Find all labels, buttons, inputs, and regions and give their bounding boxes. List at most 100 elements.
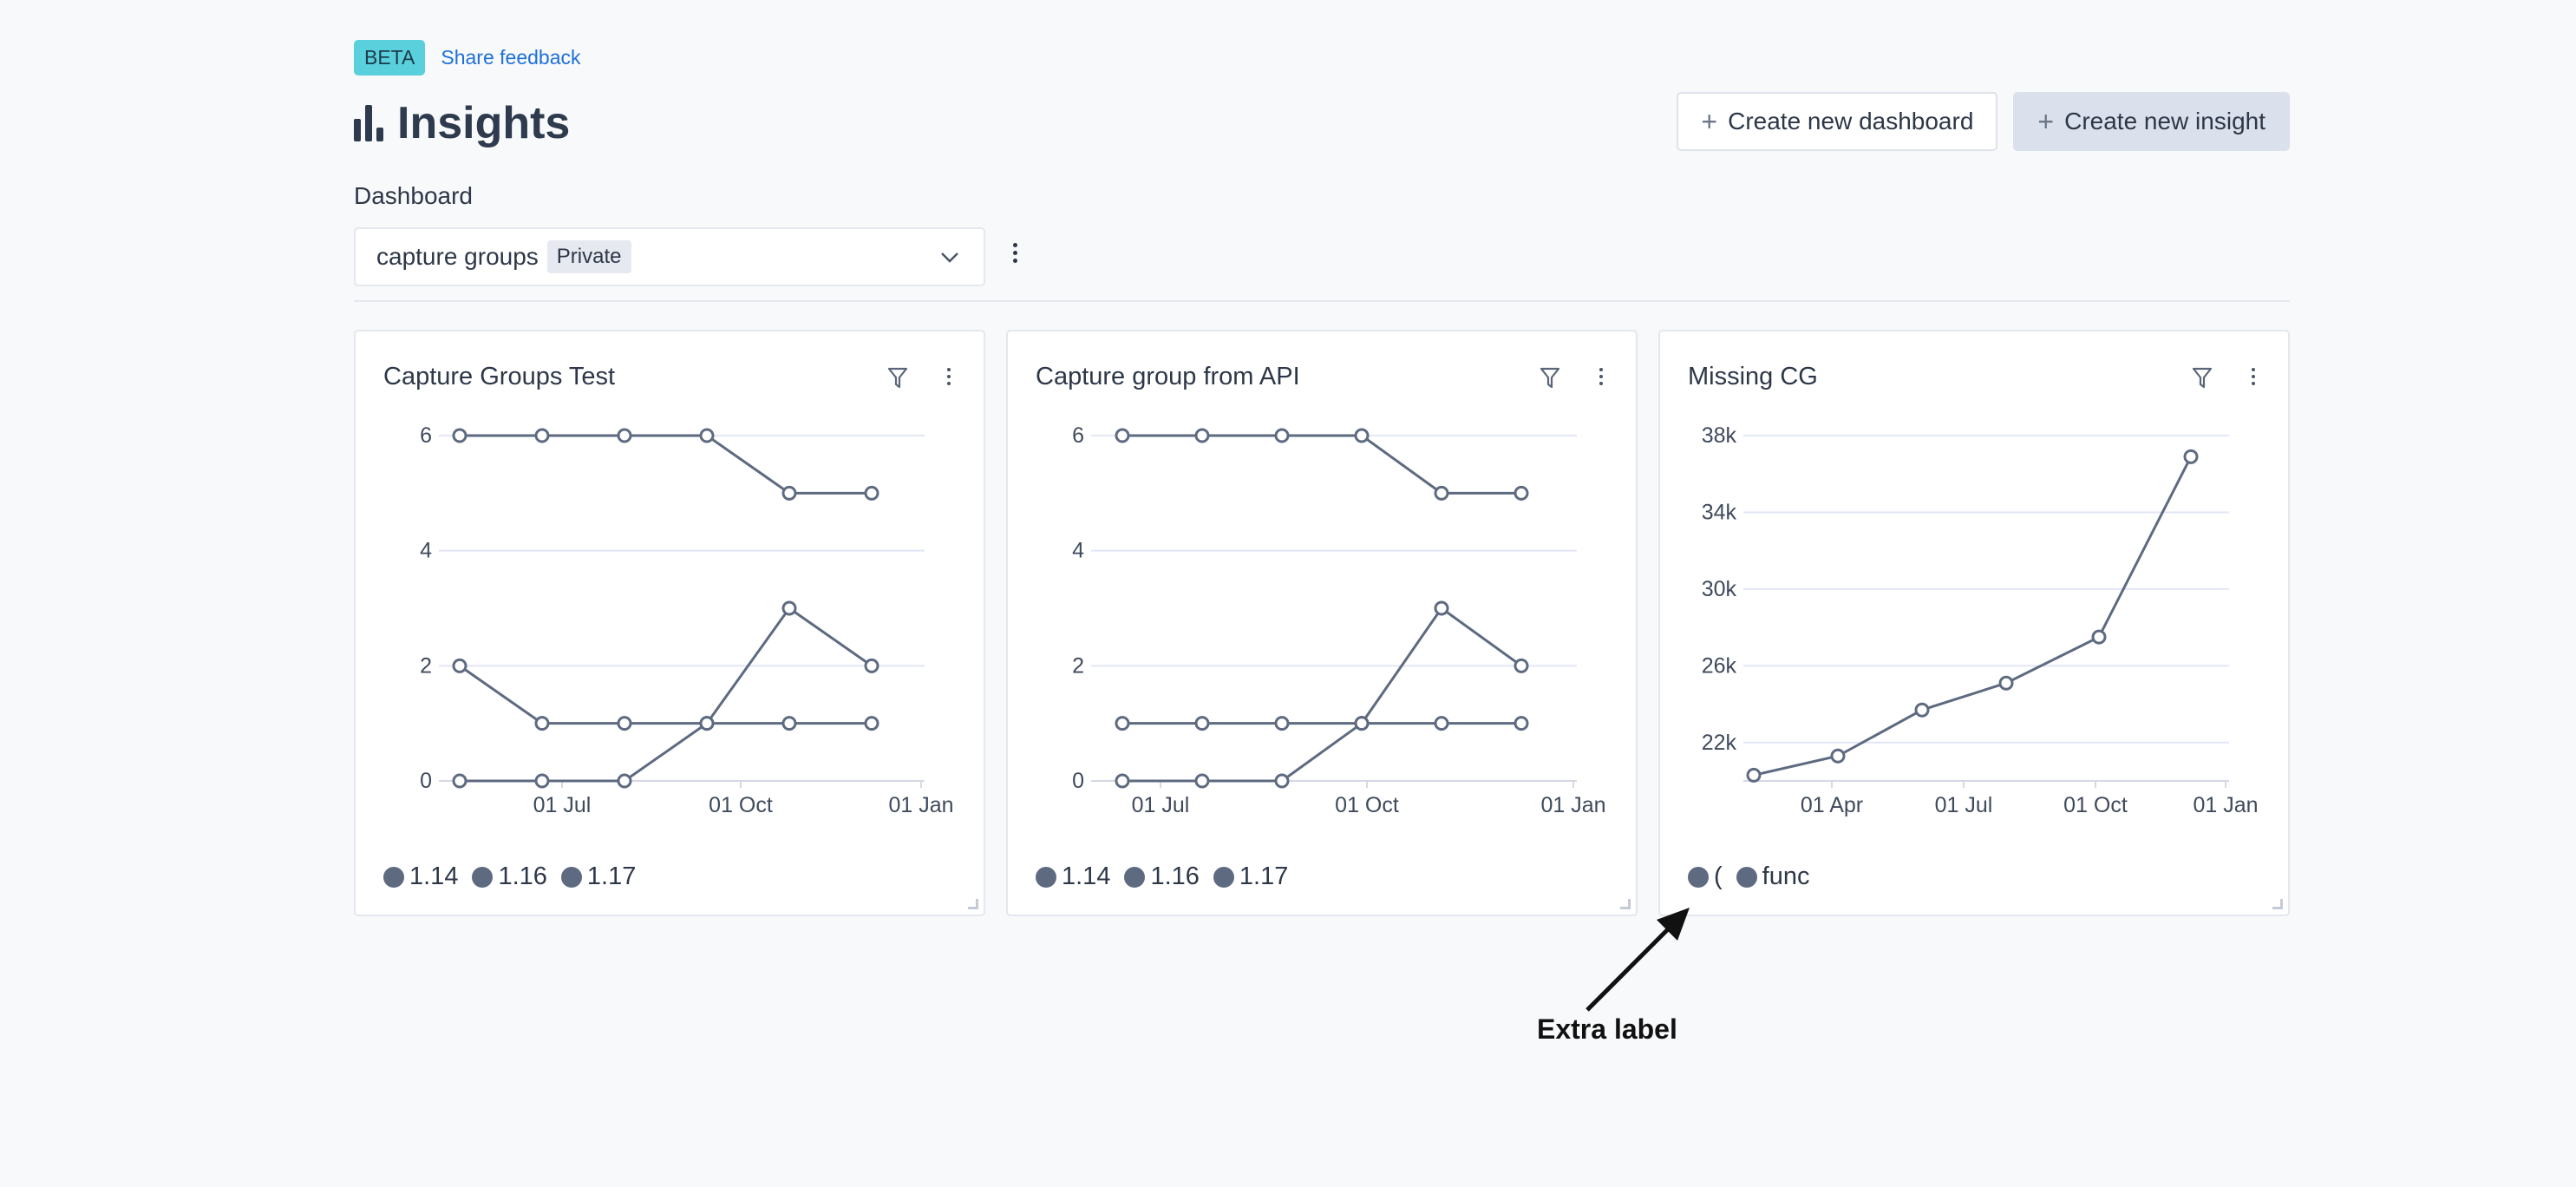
data-point — [2091, 629, 2107, 645]
legend-dot-icon — [472, 866, 494, 888]
title-row: Insights — [354, 97, 570, 149]
create-new-insight-button[interactable]: + Create new insight — [2013, 92, 2290, 151]
legend-label: 1.16 — [1150, 862, 1200, 890]
x-tick-label: 01 Oct — [2063, 793, 2128, 817]
legend-item[interactable]: 1.14 — [1036, 862, 1110, 891]
legend-item[interactable]: 1.17 — [560, 862, 637, 891]
legend-item[interactable]: 1.16 — [472, 862, 547, 891]
data-point — [1274, 428, 1290, 443]
data-point — [1514, 485, 1529, 501]
private-badge: Private — [546, 240, 631, 273]
data-point — [617, 716, 632, 731]
x-tick-label: 01 Oct — [1335, 793, 1399, 817]
data-point — [781, 600, 797, 616]
legend-label: 1.16 — [498, 862, 547, 890]
card-title: Capture group from API — [1036, 363, 1300, 390]
dashboard-more-icon[interactable] — [1013, 243, 1017, 263]
resize-handle[interactable] — [2272, 899, 2283, 909]
data-point — [2183, 449, 2199, 464]
x-tick-label: 01 Jul — [1132, 793, 1190, 817]
data-point — [864, 658, 879, 673]
series-line — [460, 606, 873, 783]
data-point — [699, 716, 715, 731]
data-point — [1194, 428, 1210, 443]
data-point — [781, 716, 797, 731]
data-point — [1514, 716, 1529, 731]
series-line — [459, 665, 872, 725]
legend-item[interactable]: 1.16 — [1124, 862, 1200, 891]
beta-badge: BETA — [354, 40, 426, 75]
x-tick-label: 01 Jan — [2193, 793, 2258, 817]
legend-item[interactable]: 1.17 — [1213, 862, 1288, 891]
dashboard-select[interactable]: capture groups Private — [354, 227, 985, 286]
dashboard-label: Dashboard — [354, 182, 473, 209]
data-point — [1434, 485, 1449, 501]
legend-label: ( — [1714, 862, 1723, 890]
series-line — [1122, 434, 1521, 495]
data-point — [1194, 716, 1210, 731]
resize-handle[interactable] — [968, 899, 978, 909]
legend-label: 1.17 — [586, 862, 637, 890]
data-point — [864, 716, 879, 731]
data-point — [1354, 428, 1370, 443]
data-point — [1115, 716, 1130, 731]
data-point — [1514, 658, 1529, 673]
data-point — [617, 428, 632, 443]
line-chart: 0 2 4 6 01 Jul 01 Oct 01 Jan — [1072, 423, 1605, 817]
legend-item[interactable]: func — [1736, 862, 1810, 891]
chart-legend: ( func — [1688, 862, 1810, 891]
x-tick-label: 01 Jul — [533, 793, 592, 817]
filter-icon[interactable] — [1539, 366, 1561, 390]
data-point — [534, 428, 550, 443]
y-tick-label: 4 — [1072, 539, 1084, 563]
data-point — [534, 716, 550, 731]
chart-legend: 1.14 1.16 1.17 — [383, 862, 636, 891]
create-new-insight-label: Create new insight — [2064, 108, 2265, 134]
legend-item[interactable]: 1.14 — [383, 862, 458, 891]
data-point — [1274, 773, 1290, 789]
legend-dot-icon — [1036, 866, 1056, 888]
share-feedback-link[interactable]: Share feedback — [441, 46, 581, 69]
data-point — [1746, 767, 1762, 783]
plus-icon: + — [1701, 105, 1718, 137]
y-tick-label: 2 — [1072, 653, 1084, 678]
beta-row: BETA Share feedback — [354, 40, 581, 75]
card-title: Missing CG — [1688, 363, 1818, 390]
legend-dot-icon — [1736, 866, 1757, 888]
legend-dot-icon — [560, 866, 582, 888]
data-point — [864, 485, 879, 501]
data-point — [452, 658, 467, 673]
x-tick-label: 01 Apr — [1801, 793, 1863, 817]
annotation-label: Extra label — [1537, 1013, 1677, 1045]
data-point — [781, 485, 797, 501]
legend-item[interactable]: ( — [1688, 862, 1723, 891]
series-line — [1753, 456, 2193, 777]
create-new-dashboard-button[interactable]: + Create new dashboard — [1677, 92, 1998, 151]
card-more-icon[interactable] — [2252, 368, 2255, 385]
data-point — [1434, 716, 1449, 731]
y-tick-label: 30k — [1702, 577, 1737, 601]
legend-label: 1.17 — [1239, 862, 1289, 890]
plus-icon: + — [2037, 105, 2055, 137]
x-tick-label: 01 Oct — [709, 793, 773, 817]
header-actions: + Create new dashboard + Create new insi… — [1677, 92, 2290, 151]
card-more-icon[interactable] — [1599, 368, 1603, 385]
legend-label: func — [1762, 862, 1810, 890]
legend-dot-icon — [1124, 866, 1146, 888]
dashboard-select-value: capture groups — [376, 243, 539, 270]
y-tick-label: 6 — [420, 423, 432, 448]
filter-icon[interactable] — [886, 366, 909, 390]
data-point — [1115, 773, 1130, 789]
resize-handle[interactable] — [1620, 899, 1631, 909]
x-tick-label: 01 Jan — [1540, 793, 1605, 817]
card-more-icon[interactable] — [947, 368, 951, 385]
data-point — [452, 428, 467, 443]
data-point — [1914, 702, 1930, 718]
data-point — [1434, 600, 1449, 616]
y-tick-label: 0 — [1072, 769, 1084, 793]
page-title: Insights — [397, 98, 571, 148]
line-chart: 22k 26k 30k 34k 38k 01 Apr 01 Jul 01 Oct 01 Jan — [1702, 423, 2259, 817]
filter-icon[interactable] — [2191, 366, 2213, 390]
insight-card: Capture group from API 0 2 4 6 01 Jul 01 Oct 0… — [1006, 330, 1638, 916]
divider — [354, 300, 2290, 302]
